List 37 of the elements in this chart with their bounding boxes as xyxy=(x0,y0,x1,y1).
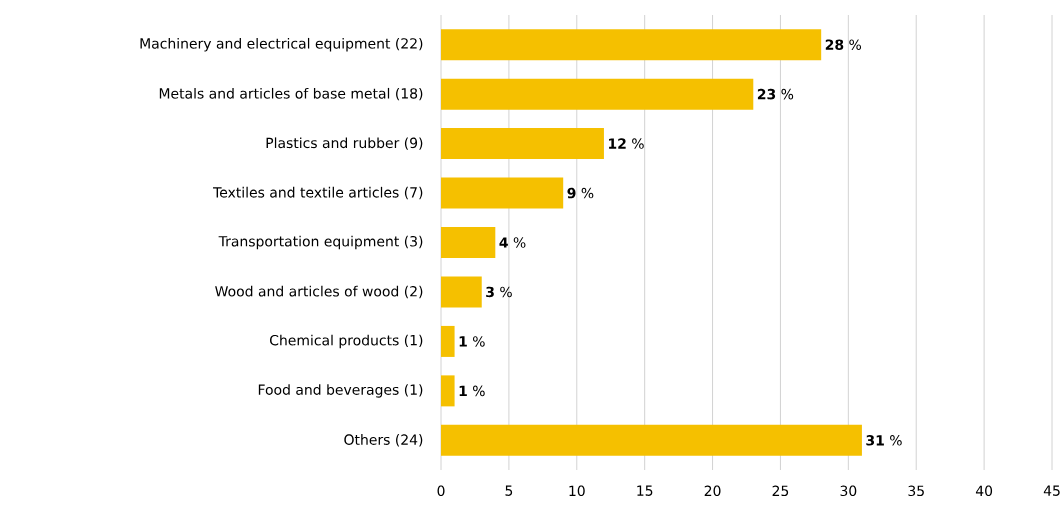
y-tick-label: Machinery and electrical equipment (22) xyxy=(140,37,423,52)
x-tick-label: 15 xyxy=(637,485,653,496)
data-label: 31 % xyxy=(866,435,902,446)
y-tick-label: Others (24) xyxy=(344,434,423,447)
bar xyxy=(441,29,822,61)
x-tick-label: 40 xyxy=(975,485,993,497)
data-label: 28 % xyxy=(825,39,862,50)
bar xyxy=(441,78,754,110)
y-tick-label: Food and beverages (1) xyxy=(258,384,423,398)
y-tick-label: Plastics and rubber (9) xyxy=(266,137,423,150)
data-label: 9 % xyxy=(567,187,594,199)
bar xyxy=(441,128,604,160)
y-tick-label: Metals and articles of base metal (18) xyxy=(159,87,423,101)
bar xyxy=(441,227,496,258)
bar xyxy=(441,375,455,407)
bar xyxy=(441,325,455,357)
x-tick-label: 35 xyxy=(908,485,924,497)
data-label: 1 % xyxy=(459,385,485,397)
x-tick-label: 5 xyxy=(505,485,513,496)
x-tick-label: 20 xyxy=(704,485,721,497)
bar xyxy=(441,424,862,456)
y-tick-label: Chemical products (1) xyxy=(270,334,423,349)
x-tick-label: 25 xyxy=(772,485,789,497)
bar xyxy=(441,276,482,308)
bar xyxy=(441,177,564,209)
y-tick-label: Transportation equipment (3) xyxy=(218,235,423,250)
y-tick-label: Textiles and textile articles (7) xyxy=(213,186,423,200)
data-label: 12 % xyxy=(609,138,644,149)
y-tick-label: Wood and articles of wood (2) xyxy=(215,285,423,299)
x-tick-label: 45 xyxy=(1043,485,1060,496)
data-label: 3 % xyxy=(486,286,512,298)
data-label: 1 % xyxy=(459,336,485,347)
data-label: 4 % xyxy=(499,237,526,248)
x-tick-label: 30 xyxy=(840,485,857,497)
data-label: 23 % xyxy=(757,88,794,100)
x-tick-label: 0 xyxy=(437,485,445,497)
x-tick-label: 10 xyxy=(569,485,585,497)
